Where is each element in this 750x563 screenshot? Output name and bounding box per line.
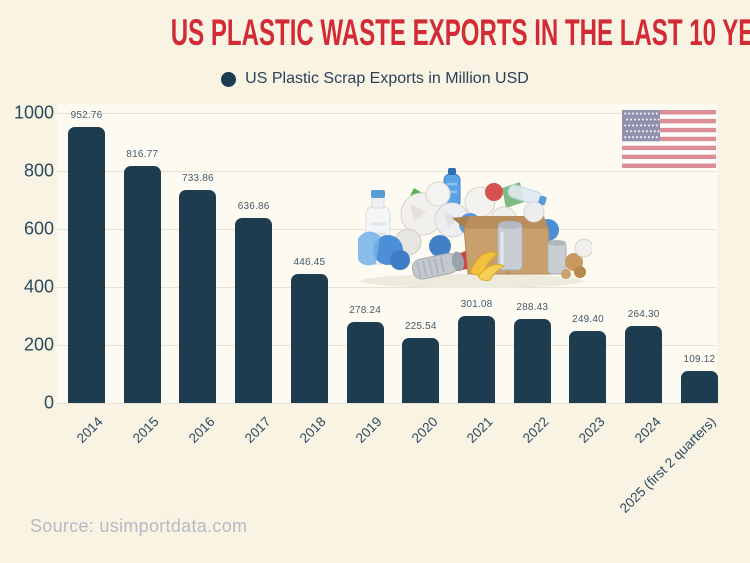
bar-value-label: 636.86	[237, 201, 270, 213]
x-tick-label: 2021	[464, 414, 497, 446]
legend-label: US Plastic Scrap Exports in Million USD	[245, 70, 529, 87]
x-tick-label: 2023	[575, 414, 608, 446]
gridline	[57, 403, 716, 404]
x-tick-label: 2016	[185, 414, 218, 446]
bar-2021	[458, 315, 496, 403]
bar-value-label: 109.12	[683, 354, 716, 366]
bar-value-label: 278.24	[349, 305, 381, 317]
bar-2014	[68, 126, 105, 403]
bar-2016	[179, 190, 217, 403]
page-title-wrap: US PLASTIC WASTE EXPORTS IN THE LAST 10 …	[0, 12, 750, 54]
bar-value-label: 952.76	[70, 109, 103, 121]
gridline	[57, 287, 716, 288]
gridline	[57, 113, 716, 114]
bar-value-label: 264.30	[627, 309, 660, 321]
us-flag-icon	[622, 110, 716, 168]
bar-value-label: 816.77	[126, 149, 159, 161]
bar-2022	[513, 319, 551, 403]
bar-2025	[680, 371, 718, 403]
x-tick-label: 2024	[631, 414, 664, 446]
bar-value-label: 249.40	[572, 313, 604, 325]
bar-2023	[569, 330, 607, 403]
bar-value-label: 301.08	[460, 298, 493, 310]
bar-value-label: 288.43	[516, 302, 549, 314]
x-tick-label: 2017	[241, 414, 274, 446]
x-tick-label: 2020	[408, 414, 441, 446]
x-tick-label: 2014	[74, 414, 107, 446]
gridline	[57, 345, 716, 346]
y-tick-label: 400	[23, 276, 54, 297]
x-tick-label: 2025 (first 2 quarters)	[617, 414, 720, 516]
x-tick-label: 2018	[297, 414, 329, 446]
x-tick-label: 2019	[352, 414, 385, 446]
legend: US Plastic Scrap Exports in Million USD	[0, 70, 750, 88]
y-tick-label: 200	[23, 334, 54, 355]
bar-2024	[625, 326, 663, 403]
x-tick-label: 2015	[129, 414, 162, 446]
legend-circle-icon	[221, 71, 237, 87]
bar-2020	[402, 337, 440, 403]
bar-value-label: 733.86	[182, 173, 214, 185]
x-tick-label: 2022	[520, 414, 552, 446]
page-title: US PLASTIC WASTE EXPORTS IN THE LAST 10 …	[170, 12, 750, 53]
bar-2018	[290, 273, 328, 403]
plastic-waste-pile-illustration	[358, 168, 592, 288]
bar-2019	[346, 322, 384, 403]
y-tick-label: 800	[23, 160, 54, 181]
bar-value-label: 225.54	[404, 320, 437, 332]
y-tick-label: 1000	[13, 102, 54, 123]
y-tick-label: 0	[43, 392, 54, 413]
bar-2017	[235, 218, 273, 403]
gridline	[57, 171, 716, 172]
source-caption: Source: usimportdata.com	[30, 516, 248, 536]
bar-2015	[123, 166, 161, 403]
y-tick-label: 600	[23, 218, 54, 239]
bar-value-label: 446.45	[293, 256, 326, 268]
